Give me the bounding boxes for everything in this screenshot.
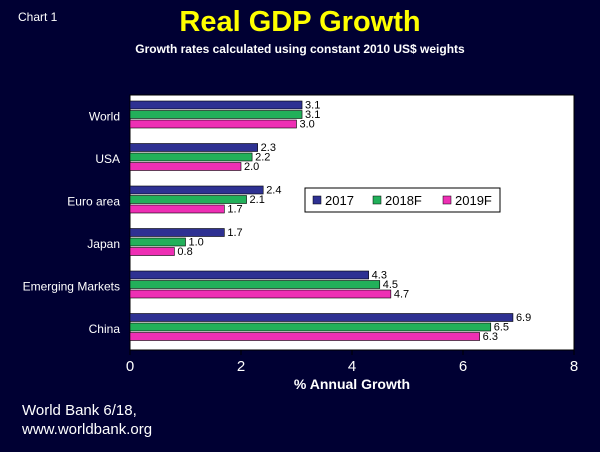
source-url: www.worldbank.org [22, 421, 153, 438]
bar [129, 280, 381, 289]
bar [129, 162, 242, 171]
legend-swatch [442, 195, 452, 205]
chart-number-label: Chart 1 [18, 10, 58, 24]
bar [129, 247, 175, 256]
data-label: 2.0 [244, 161, 259, 173]
bar [129, 322, 492, 332]
data-label: 0.8 [177, 246, 192, 258]
bar [129, 228, 225, 237]
bar [129, 332, 480, 341]
bar [129, 289, 392, 299]
bar [129, 100, 303, 110]
bar [129, 152, 253, 162]
data-label: 3.1 [305, 109, 320, 121]
category-label: World [89, 109, 120, 123]
legend-item: 2017 [325, 193, 354, 208]
x-axis-label: % Annual Growth [294, 376, 410, 392]
data-label: 4.5 [383, 279, 398, 291]
bar [129, 185, 264, 195]
data-label: 6.5 [494, 322, 509, 334]
legend-item: 2018F [385, 193, 422, 208]
category-label: Japan [87, 237, 120, 251]
category-label: Emerging Markets [23, 279, 120, 293]
data-label: 3.1 [305, 100, 320, 112]
data-label: 3.0 [300, 119, 315, 131]
bar [129, 195, 247, 204]
data-label: 2.3 [261, 142, 276, 154]
bar [129, 237, 186, 247]
bar [129, 313, 514, 322]
x-tick-label: 4 [348, 358, 356, 375]
legend-swatch [312, 195, 322, 205]
x-tick-label: 0 [126, 358, 134, 375]
legend: 2017 2018F 2019F [304, 187, 501, 213]
category-label: China [89, 322, 121, 336]
chart-subtitle: Growth rates calculated using constant 2… [135, 42, 465, 56]
data-label: 6.3 [483, 331, 498, 343]
x-tick-label: 8 [570, 358, 578, 375]
source-note: World Bank 6/18, [22, 402, 137, 419]
chart-title: Real GDP Growth [179, 6, 421, 38]
bar [129, 204, 225, 214]
bar [129, 143, 258, 152]
bar [129, 270, 369, 280]
data-label: 2.4 [266, 185, 281, 197]
category-label: Euro area [67, 194, 120, 208]
plot-area [129, 94, 575, 351]
data-label: 6.9 [516, 312, 531, 324]
data-label: 4.7 [394, 289, 409, 301]
legend-swatch [372, 195, 382, 205]
legend-box [304, 187, 501, 213]
x-tick-label: 6 [459, 358, 467, 375]
bar [129, 119, 297, 129]
data-label: 1.0 [189, 237, 204, 249]
data-label: 1.7 [227, 204, 242, 216]
category-label: USA [95, 152, 120, 166]
x-tick-label: 2 [237, 358, 245, 375]
data-label: 4.3 [372, 270, 387, 282]
data-label: 1.7 [227, 227, 242, 239]
bar [129, 110, 303, 119]
data-label: 2.1 [250, 194, 265, 206]
legend-item: 2019F [455, 193, 492, 208]
data-label: 2.2 [255, 152, 270, 164]
